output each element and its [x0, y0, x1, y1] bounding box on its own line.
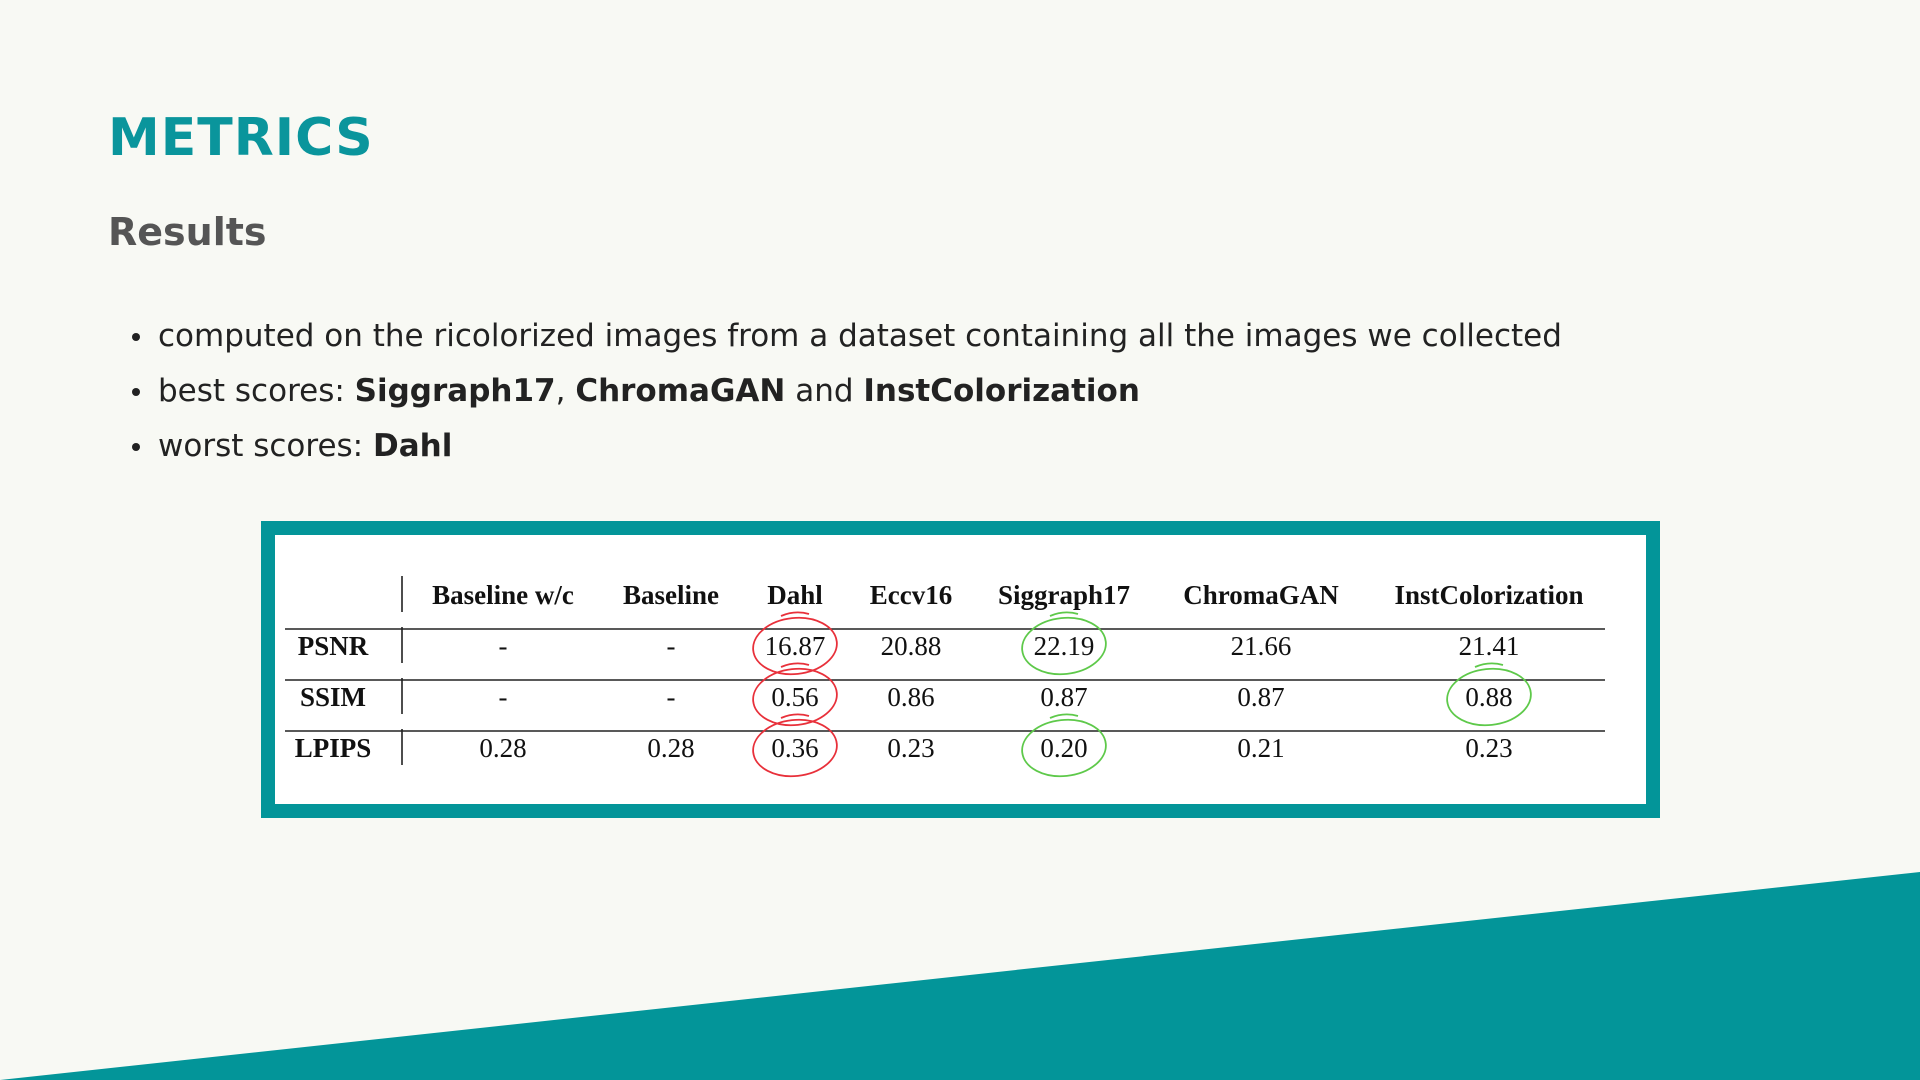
table-cell: - [667, 631, 676, 661]
best-score-circle [1021, 718, 1107, 778]
bullet-list: computed on the ricolorized images from … [128, 314, 1562, 479]
column-header: Baseline [623, 580, 719, 610]
table-cell: 0.88 [1465, 682, 1512, 712]
row-label: PSNR [298, 631, 369, 661]
best-score-circle-stroke [1474, 662, 1504, 668]
table-cell: 0.36 [771, 733, 818, 763]
table-cell: 16.87 [765, 631, 826, 661]
best-score-circle [1021, 616, 1107, 676]
slide-title: METRICS [108, 108, 374, 168]
worst-score-circle [752, 616, 838, 676]
results-table-svg: Baseline w/c Baseline Dahl Eccv16 Siggraph17… [285, 576, 1605, 778]
table-cell: 20.88 [881, 631, 942, 661]
worst-score-circle [752, 667, 838, 727]
table-cell: 0.23 [1465, 733, 1512, 763]
best-score-circle [1446, 667, 1532, 727]
bullet-text: best scores: [158, 373, 355, 409]
bullet-text: computed on the ricolorized images from … [158, 318, 1562, 354]
table-cell: 0.28 [479, 733, 526, 763]
bullet-method: Dahl [372, 428, 453, 464]
column-header: InstColorization [1395, 580, 1584, 610]
worst-score-circle-stroke [780, 713, 810, 719]
worst-score-circle-stroke [780, 611, 810, 617]
table-cell: 0.20 [1040, 733, 1087, 763]
bullet-text: , [555, 373, 576, 409]
table-cell: - [667, 682, 676, 712]
table-cell: 21.41 [1459, 631, 1520, 661]
row-label: SSIM [300, 682, 366, 712]
worst-score-circle-stroke [780, 662, 810, 668]
best-score-circle-stroke [1049, 713, 1079, 719]
results-table-frame: Baseline w/c Baseline Dahl Eccv16 Siggraph17… [261, 521, 1660, 818]
table-cell: 0.87 [1040, 682, 1087, 712]
best-score-circle-stroke [1049, 611, 1079, 617]
table-cell: 0.56 [771, 682, 818, 712]
bullet-text: and [785, 373, 864, 409]
bullet-method: Siggraph17 [354, 373, 556, 409]
table-cell: 22.19 [1034, 631, 1095, 661]
table-cell: 0.28 [647, 733, 694, 763]
bullet-item: computed on the ricolorized images from … [128, 314, 1562, 369]
bullet-method: InstColorization [863, 373, 1140, 409]
row-label: LPIPS [295, 733, 372, 763]
table-cell: - [499, 682, 508, 712]
column-header: Siggraph17 [998, 580, 1130, 610]
column-header: ChromaGAN [1183, 580, 1339, 610]
column-header: Eccv16 [870, 580, 952, 610]
bullet-text: worst scores: [158, 428, 373, 464]
teal-band-shape [0, 872, 1920, 1080]
table-cell: 0.23 [887, 733, 934, 763]
bullet-item: worst scores: Dahl [128, 424, 1562, 479]
table-cell: 0.87 [1237, 682, 1284, 712]
table-cell: 21.66 [1231, 631, 1292, 661]
bullet-method: ChromaGAN [575, 373, 786, 409]
worst-score-circle [752, 718, 838, 778]
table-cell: 0.86 [887, 682, 934, 712]
column-header: Baseline w/c [432, 580, 574, 610]
column-header: Dahl [767, 580, 823, 610]
table-cell: - [499, 631, 508, 661]
slide-subtitle: Results [108, 210, 267, 254]
results-table: Baseline w/c Baseline Dahl Eccv16 Siggraph17… [275, 535, 1646, 804]
table-cell: 0.21 [1237, 733, 1284, 763]
bullet-item: best scores: Siggraph17, ChromaGAN and I… [128, 369, 1562, 424]
